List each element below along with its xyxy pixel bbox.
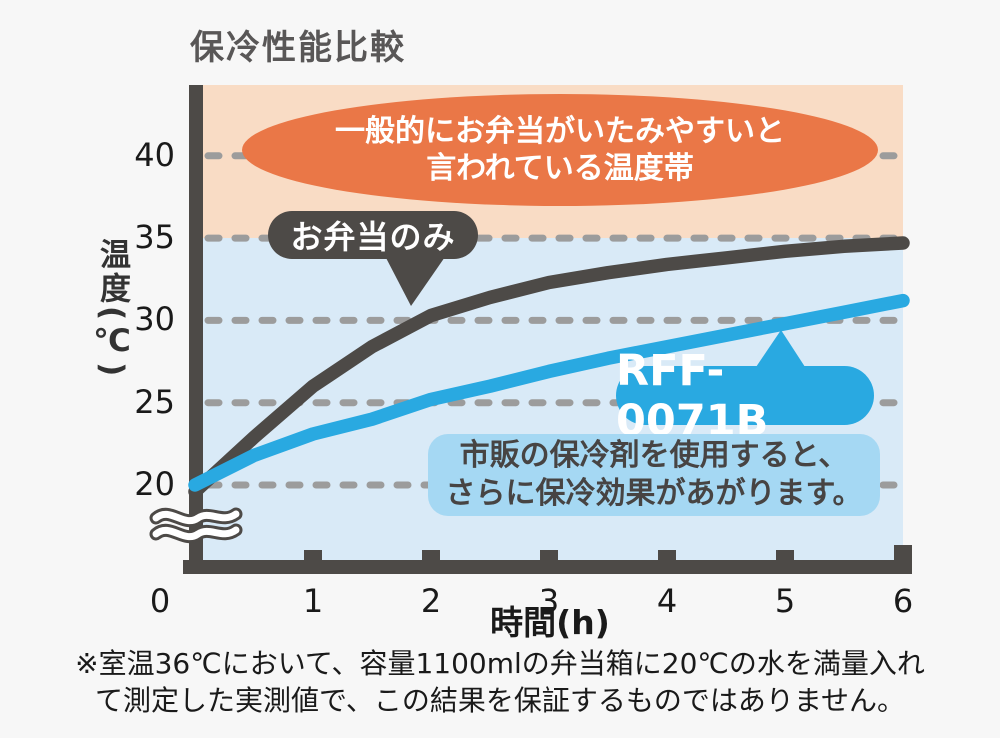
data-curves	[188, 236, 910, 499]
y-axis-break-icon	[149, 507, 243, 544]
danger-zone-callout: 一般的にお弁当がいたみやすいと 言われている温度帯	[242, 94, 878, 206]
x-tick-mark-2	[422, 550, 440, 561]
x-axis-tick-marks	[304, 545, 912, 561]
x-tick-label-2: 2	[420, 582, 442, 620]
y-tick-label-25: 25	[134, 382, 175, 421]
x-tick-label-4: 4	[656, 582, 678, 620]
x-axis-label: 時間(h)	[490, 603, 610, 642]
x-tick-mark-4	[658, 550, 676, 561]
x-tick-mark-5	[776, 550, 794, 561]
x-tick-mark-1	[304, 550, 322, 561]
footnote: ※室温36℃において、容量1100mlの弁当箱に20℃の水を満量入れ て測定した…	[0, 645, 1000, 719]
series-label-product: RFF-0071B	[616, 346, 874, 446]
curve-bento-only	[188, 236, 910, 499]
y-axis-label: 温度(℃)	[94, 238, 130, 380]
x-axis-line	[183, 560, 912, 574]
cooling-tip-note: 市販の保冷剤を使用すると、 さらに保冷効果があがります。	[428, 434, 880, 516]
x-tick-label-1: 1	[302, 582, 324, 620]
y-axis-line	[189, 85, 203, 574]
footnote-line1: ※室温36℃において、容量1100mlの弁当箱に20℃の水を満量入れ	[75, 647, 925, 680]
chart-title: 保冷性能比較	[190, 28, 406, 68]
y-tick-label-20: 20	[134, 465, 175, 503]
y-tick-label-30: 30	[134, 300, 175, 339]
footnote-line2: て測定した実測値で、この結果を保証するものではありません。	[94, 684, 906, 717]
cooling-tip-line1: 市販の保冷剤を使用すると、	[459, 438, 849, 473]
danger-zone-text-line1: 一般的にお弁当がいたみやすいと	[335, 114, 785, 149]
curve-product	[188, 293, 910, 492]
x-tick-mark-3	[540, 550, 558, 561]
x-tick-label-6: 6	[892, 582, 914, 620]
y-tick-label-40: 40	[134, 135, 175, 174]
y-tick-label-35: 35	[134, 218, 175, 257]
x-tick-label-3: 3	[538, 582, 560, 620]
x-tick-mark-6	[894, 545, 912, 561]
series-label-bento-only: お弁当のみ	[268, 211, 478, 259]
danger-zone-text-line2: 言われている温度帯	[426, 151, 694, 186]
bento-bubble-tail	[384, 254, 447, 306]
cooling-tip-line2: さらに保冷効果があがります。	[445, 476, 863, 511]
x-tick-label-0: 0	[149, 582, 171, 620]
x-tick-label-5: 5	[774, 582, 796, 620]
product-bubble-tail	[754, 330, 807, 370]
